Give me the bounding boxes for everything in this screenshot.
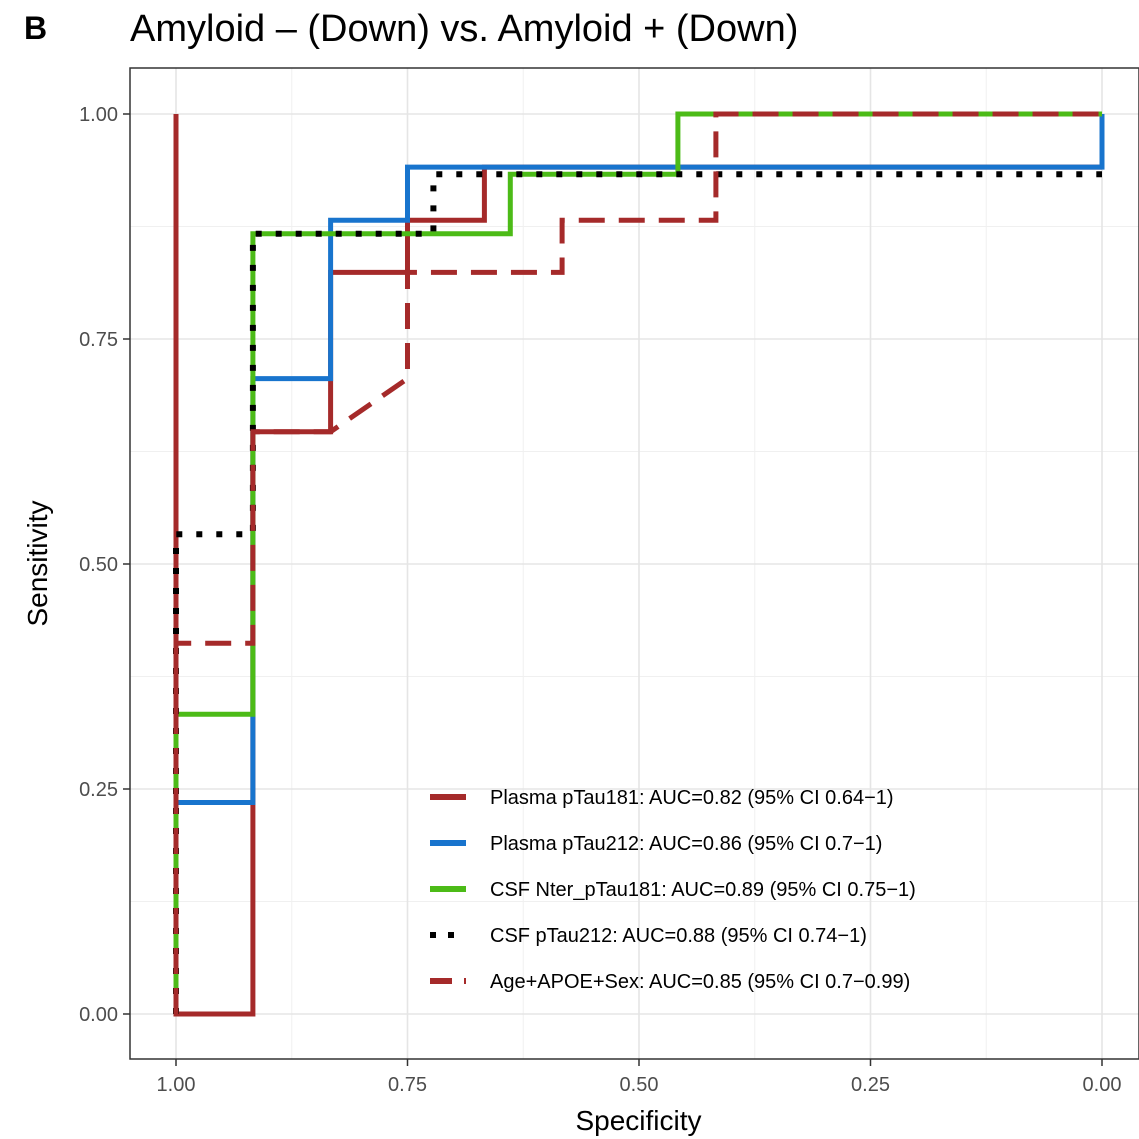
y-tick-label: 0.25 bbox=[79, 779, 118, 801]
axes: 1.00 0.75 0.50 0.25 0.00 0.00 0.25 0.50 0.75 1.00 bbox=[79, 104, 1121, 1096]
y-tick-label: 0.75 bbox=[79, 329, 118, 351]
legend-label: CSF Nter_pTau181: AUC=0.89 (95% CI 0.75−… bbox=[490, 879, 916, 901]
legend-label: Age+APOE+Sex: AUC=0.85 (95% CI 0.7−0.99) bbox=[490, 971, 910, 993]
chart-title: Amyloid – (Down) vs. Amyloid + (Down) bbox=[130, 8, 799, 50]
series-lines bbox=[173, 111, 1105, 1017]
legend: Plasma pTau181: AUC=0.82 (95% CI 0.64−1)… bbox=[430, 787, 916, 993]
y-tick-label: 1.00 bbox=[79, 104, 118, 126]
x-axis-title: Specificity bbox=[575, 1105, 701, 1136]
series-line-5 bbox=[173, 111, 1102, 1014]
x-tick-label: 0.25 bbox=[851, 1074, 890, 1096]
y-tick-label: 0.50 bbox=[79, 554, 118, 576]
x-tick-label: 0.75 bbox=[388, 1074, 427, 1096]
legend-label: Plasma pTau212: AUC=0.86 (95% CI 0.7−1) bbox=[490, 833, 882, 855]
y-axis-title: Sensitivity bbox=[22, 500, 53, 626]
x-tick-label: 0.50 bbox=[620, 1074, 659, 1096]
legend-label: CSF pTau212: AUC=0.88 (95% CI 0.74−1) bbox=[490, 925, 867, 947]
series-line-3 bbox=[173, 111, 1102, 1014]
x-tick-label: 0.00 bbox=[1083, 1074, 1122, 1096]
grid bbox=[130, 68, 1139, 1059]
y-tick-label: 0.00 bbox=[79, 1004, 118, 1026]
legend-label: Plasma pTau181: AUC=0.82 (95% CI 0.64−1) bbox=[490, 787, 894, 809]
x-tick-label: 1.00 bbox=[157, 1074, 196, 1096]
panel-letter: B bbox=[24, 10, 48, 46]
